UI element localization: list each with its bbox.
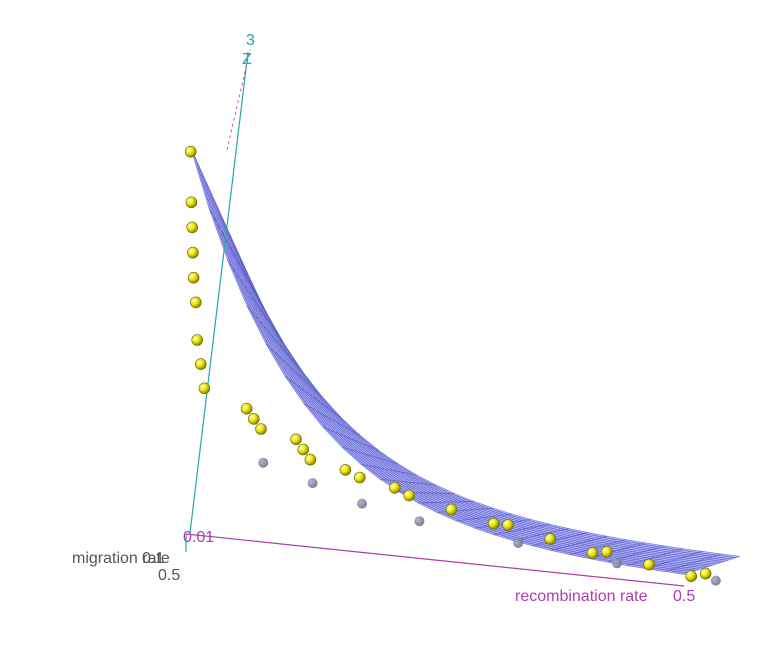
data-point bbox=[297, 443, 310, 456]
data-point bbox=[445, 503, 458, 516]
data-point bbox=[699, 567, 712, 580]
y-axis-label: migration rate bbox=[72, 550, 170, 567]
data-point bbox=[290, 433, 302, 446]
axis-labels: 3 Z 0.01 migration rate 0.1 0.5 recombin… bbox=[72, 32, 695, 605]
hidden-data-point bbox=[258, 457, 269, 468]
data-point bbox=[388, 481, 401, 494]
x-axis-line bbox=[185, 533, 685, 587]
z-axis-label: Z bbox=[242, 51, 252, 68]
surface-cell bbox=[716, 553, 741, 559]
data-point bbox=[487, 517, 500, 530]
data-point bbox=[195, 358, 207, 370]
hidden-data-point bbox=[612, 558, 622, 569]
data-point bbox=[339, 464, 352, 476]
data-point bbox=[185, 196, 198, 209]
y-tick-label-1: 0.1 bbox=[142, 550, 164, 567]
data-point bbox=[685, 570, 698, 582]
data-point bbox=[187, 246, 199, 259]
data-points bbox=[184, 145, 721, 586]
data-point bbox=[190, 296, 202, 309]
data-point bbox=[186, 221, 198, 234]
y-tick-label-2: 0.5 bbox=[158, 567, 180, 584]
data-point bbox=[403, 489, 416, 502]
data-point bbox=[544, 533, 557, 545]
data-point bbox=[502, 519, 514, 531]
z-tick-label: 3 bbox=[246, 32, 255, 49]
data-point bbox=[255, 423, 267, 435]
data-point bbox=[198, 382, 211, 395]
hidden-data-point bbox=[513, 538, 524, 548]
hidden-data-point bbox=[710, 575, 721, 586]
data-point bbox=[304, 453, 317, 466]
hidden-data-point bbox=[357, 498, 367, 509]
hidden-data-point bbox=[307, 478, 318, 489]
data-point bbox=[643, 558, 655, 571]
data-point bbox=[240, 402, 253, 415]
data-point bbox=[600, 545, 613, 558]
data-point bbox=[184, 145, 197, 158]
data-point bbox=[586, 547, 599, 559]
data-point bbox=[248, 413, 260, 425]
data-point bbox=[353, 471, 366, 484]
z-guide-line bbox=[226, 49, 251, 151]
data-point bbox=[191, 334, 203, 346]
y-tick-label-0: 0.01 bbox=[183, 529, 214, 546]
hidden-data-point bbox=[414, 516, 425, 527]
fitted-surface bbox=[189, 145, 741, 575]
data-point bbox=[187, 271, 200, 284]
x-tick-label: 0.5 bbox=[673, 588, 695, 605]
z-axis-line bbox=[189, 51, 249, 534]
x-axis-label: recombination rate bbox=[515, 588, 648, 605]
axes bbox=[185, 49, 685, 587]
